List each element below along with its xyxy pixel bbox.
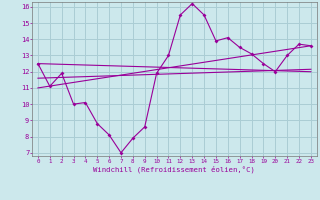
X-axis label: Windchill (Refroidissement éolien,°C): Windchill (Refroidissement éolien,°C) <box>93 165 255 173</box>
